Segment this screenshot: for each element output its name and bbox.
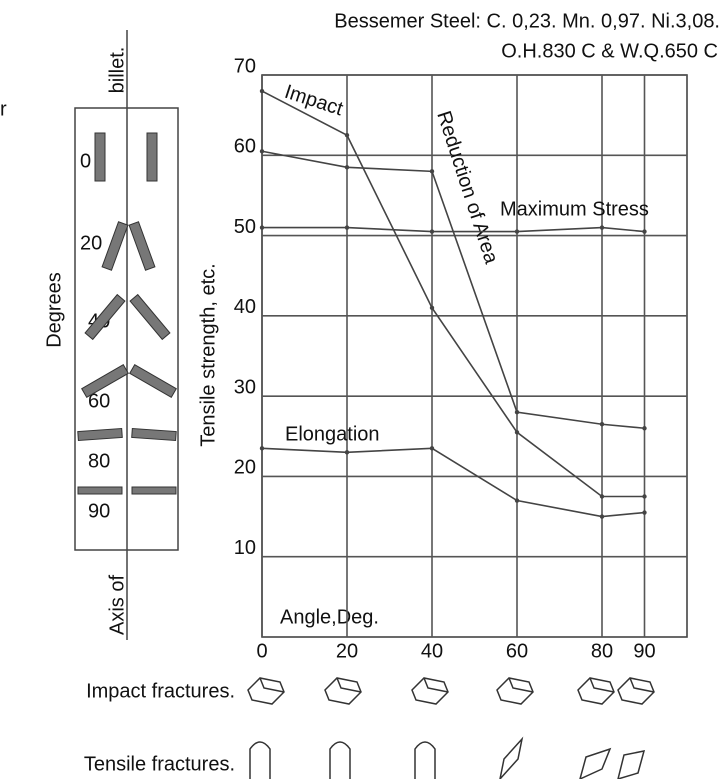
angle-label: 90 [88,500,110,522]
tensile-fracture [500,739,522,779]
series-label: Maximum Stress [500,198,649,220]
data-point [642,426,646,430]
specimen-icon [95,133,105,181]
data-point [515,410,519,414]
data-point [515,430,519,434]
specimen-icon [130,365,177,398]
x-tick-label: 90 [633,640,655,662]
impact-fracture [497,678,533,704]
specimen-icon [132,487,176,494]
data-point [642,510,646,514]
x-tick-label: 20 [336,640,358,662]
series-line [262,448,645,516]
stray-text: r [0,98,7,120]
specimen-icon [78,428,123,440]
impact-fracture [325,678,361,704]
x-axis-label: Angle,Deg. [280,606,379,628]
x-tick-label: 80 [591,640,613,662]
tensile-fracture [580,749,610,779]
impact-fracture [578,678,614,704]
y-axis-label: Tensile strength, etc. [197,263,219,446]
series-label: Reduction of Area [432,108,502,267]
y-tick-label: 40 [234,296,256,318]
tensile-fracture [330,742,350,779]
data-point [600,494,604,498]
tensile-fracture [618,751,644,779]
impact-fracture [618,678,654,704]
series-label: Impact [282,81,346,121]
data-point [515,229,519,233]
data-point [430,169,434,173]
chart-subtitle: O.H.830 C & W.Q.650 C [501,40,718,62]
data-point [430,306,434,310]
x-tick-label: 0 [256,640,267,662]
plot-frame [262,75,687,637]
data-point [515,498,519,502]
data-point [260,225,264,229]
x-tick-label: 60 [506,640,528,662]
angle-label: 0 [80,150,91,172]
degrees-label: Degrees [43,272,65,348]
data-point [345,225,349,229]
specimen-icon [147,133,157,181]
chart-title: Bessemer Steel: C. 0,23. Mn. 0,97. Ni.3,… [334,10,720,32]
page: Bessemer Steel: C. 0,23. Mn. 0,97. Ni.3,… [0,0,721,779]
data-point [600,225,604,229]
data-point [430,446,434,450]
tensile-fracture [250,742,270,779]
impact-fracture [412,678,448,704]
axis-label: Axis of [106,575,128,635]
data-point [345,165,349,169]
angle-label: 80 [88,450,110,472]
data-point [600,422,604,426]
specimen-icon [130,295,170,340]
data-point [642,494,646,498]
billet-diagram: billet. Axis of Degrees 0 20 40 60 80 90 [43,30,178,640]
data-point [642,229,646,233]
specimen-icon [102,222,128,271]
tensile-fracture [415,742,435,779]
series-line [262,151,645,428]
data-point [260,149,264,153]
y-tick-label: 20 [234,457,256,479]
billet-label: billet. [106,47,128,94]
row-label: Tensile fractures. [84,753,235,775]
x-tick-label: 40 [421,640,443,662]
y-tick-label: 50 [234,216,256,238]
data-point [600,514,604,518]
series-label: Elongation [285,423,380,445]
fracture-icons [248,678,654,779]
y-tick-label: 10 [234,537,256,559]
specimen-icon [78,487,122,494]
angle-label: 20 [80,232,102,254]
data-point [260,89,264,93]
data-point [260,446,264,450]
specimen-icon [129,222,155,271]
data-point [430,229,434,233]
data-point [345,450,349,454]
y-tick-label: 70 [234,55,256,77]
row-label: Impact fractures. [86,680,235,702]
y-tick-label: 30 [234,376,256,398]
specimen-icon [132,428,177,440]
impact-fracture [248,678,284,704]
y-tick-label: 60 [234,136,256,158]
data-point [345,133,349,137]
